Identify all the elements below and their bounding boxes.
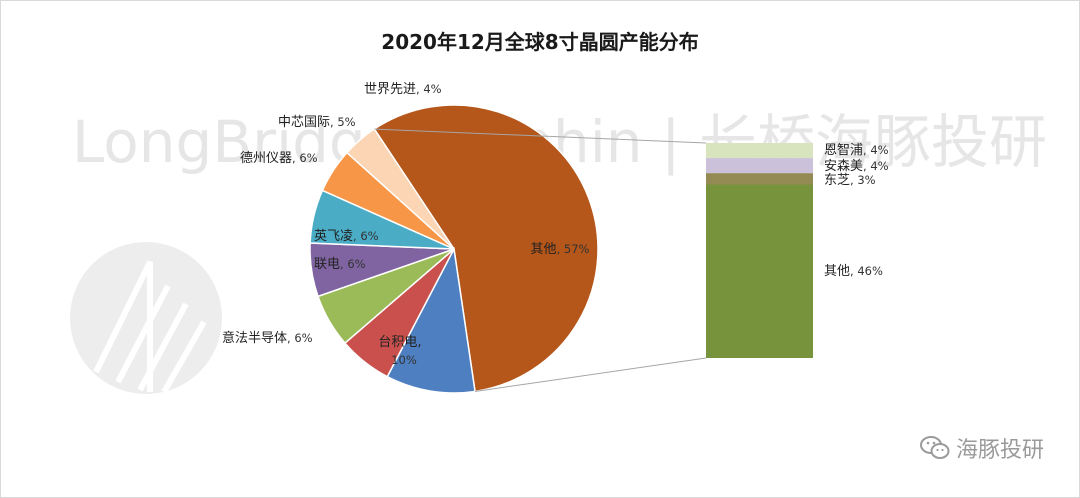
pie-slice-7 [345,128,455,250]
slice-label-2: 意法半导体, 6% [222,330,313,346]
bar-label-2: 东芝, 3% [824,172,876,188]
slice-value-3: , 6% [340,257,366,271]
bar-segment-2 [706,173,813,185]
watermark-logo-lines [93,260,207,394]
pie-slice-1 [386,246,476,394]
slice-label-6: 中芯国际, 5% [278,115,356,130]
bar-segment-3 [706,184,813,358]
pie-group [309,104,599,394]
bar-label-0: 恩智浦, 4% [824,143,889,158]
source-label: 海豚投研 [955,438,1044,463]
slice-label-4: 英飞凌, 6% [314,229,379,244]
bar-value-0: , 4% [863,143,889,157]
slice-value-7: , 4% [416,82,442,96]
slice-value-0: , 57% [557,242,590,256]
chart-title: 2020年12月全球8寸晶圆产能分布 [381,30,699,54]
slice-label-0: 其他, 57% [531,242,590,257]
slice-value-5: , 6% [292,151,318,165]
slice-value-6: , 5% [330,115,356,129]
slice-label-3: 联电, 6% [314,257,366,272]
source-mark: 海豚投研 [919,432,1044,464]
bar-label-1: 安森美, 4% [824,159,889,174]
bar-value-1: , 4% [863,159,889,173]
slice-value-4: , 6% [353,229,379,243]
pie-slice-0 [373,104,599,393]
bar-segment-1 [706,158,813,174]
breakdown-bar [374,128,813,392]
bar-value-2: , 3% [850,173,876,187]
slice-value-2: , 6% [287,331,313,345]
bar-segment-0 [706,143,813,159]
bar-value-3: , 46% [850,264,883,278]
slice-label-5: 德州仪器, 6% [240,151,318,166]
slice-value-1: 10% [391,353,417,367]
slice-label-1: 台积电, [378,335,421,350]
data-labels: 其他, 57% 台积电, 10% 意法半导体, 6% 联电, 6% 英飞凌, 6% 德州仪器… [222,82,889,367]
slice-label-7: 世界先进, 4% [364,82,442,97]
connector-top [374,128,707,144]
connector-bottom [474,357,707,392]
bar-label-3: 其他, 46% [824,264,883,279]
wechat-icon [919,436,950,459]
